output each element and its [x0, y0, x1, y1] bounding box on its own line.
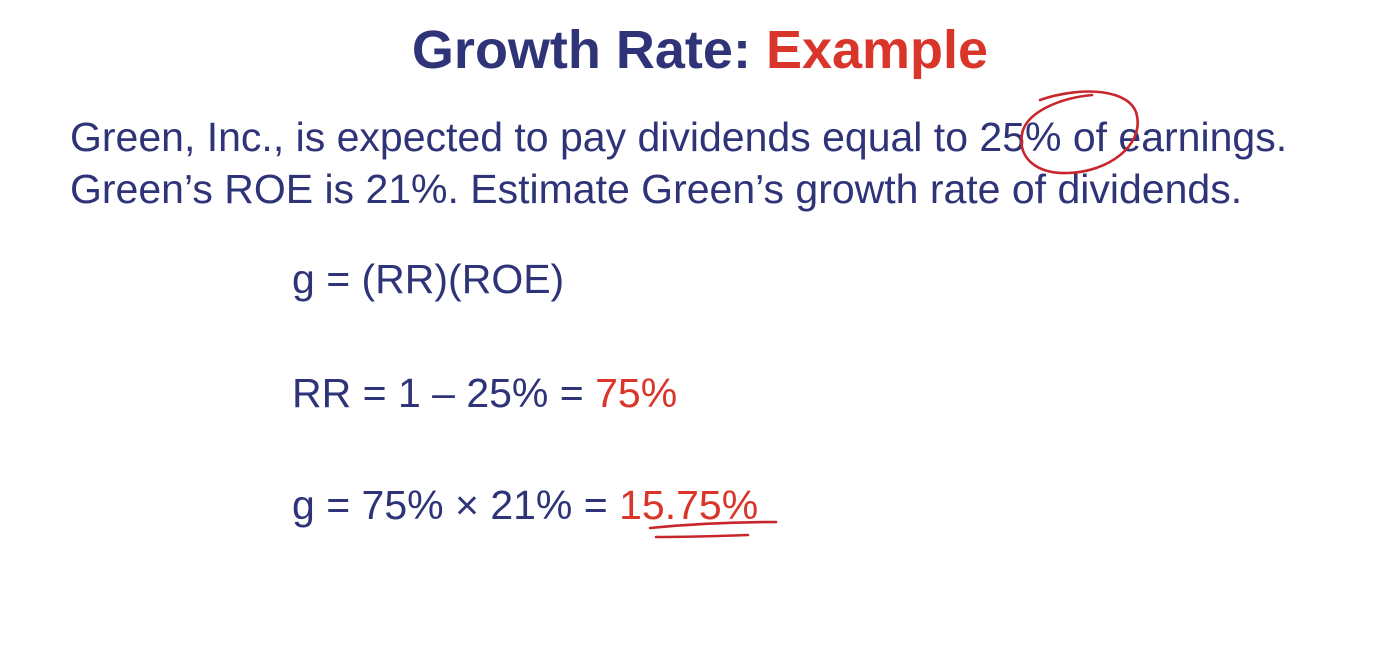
- growth-expression: g = 75% × 21% =: [292, 482, 620, 528]
- retention-ratio-result: 75%: [595, 370, 678, 416]
- retention-ratio-expression: RR = 1 – 25% =: [292, 370, 596, 416]
- ink-underline-annotation-2: [654, 533, 750, 539]
- problem-line-1: Green, Inc., is expected to pay dividend…: [70, 112, 1287, 162]
- formula-growth-calculation: g = 75% × 21% = 15.75%: [292, 480, 758, 530]
- formula-retention-ratio: RR = 1 – 25% = 75%: [292, 368, 677, 418]
- title-accent: Example: [765, 20, 989, 80]
- problem-line-1-start: Green, Inc., is expected to pay dividend…: [70, 114, 980, 160]
- slide-title: Growth Rate: Example: [0, 18, 1400, 82]
- problem-line-2: Green’s ROE is 21%. Estimate Green’s gro…: [70, 166, 1243, 212]
- highlighted-payout: 25%: [979, 114, 1062, 160]
- title-main: Growth Rate:: [411, 20, 766, 80]
- formula-growth-definition: g = (RR)(ROE): [292, 256, 565, 302]
- problem-line-1-end: of earnings.: [1061, 114, 1288, 160]
- growth-result: 15.75%: [619, 482, 759, 528]
